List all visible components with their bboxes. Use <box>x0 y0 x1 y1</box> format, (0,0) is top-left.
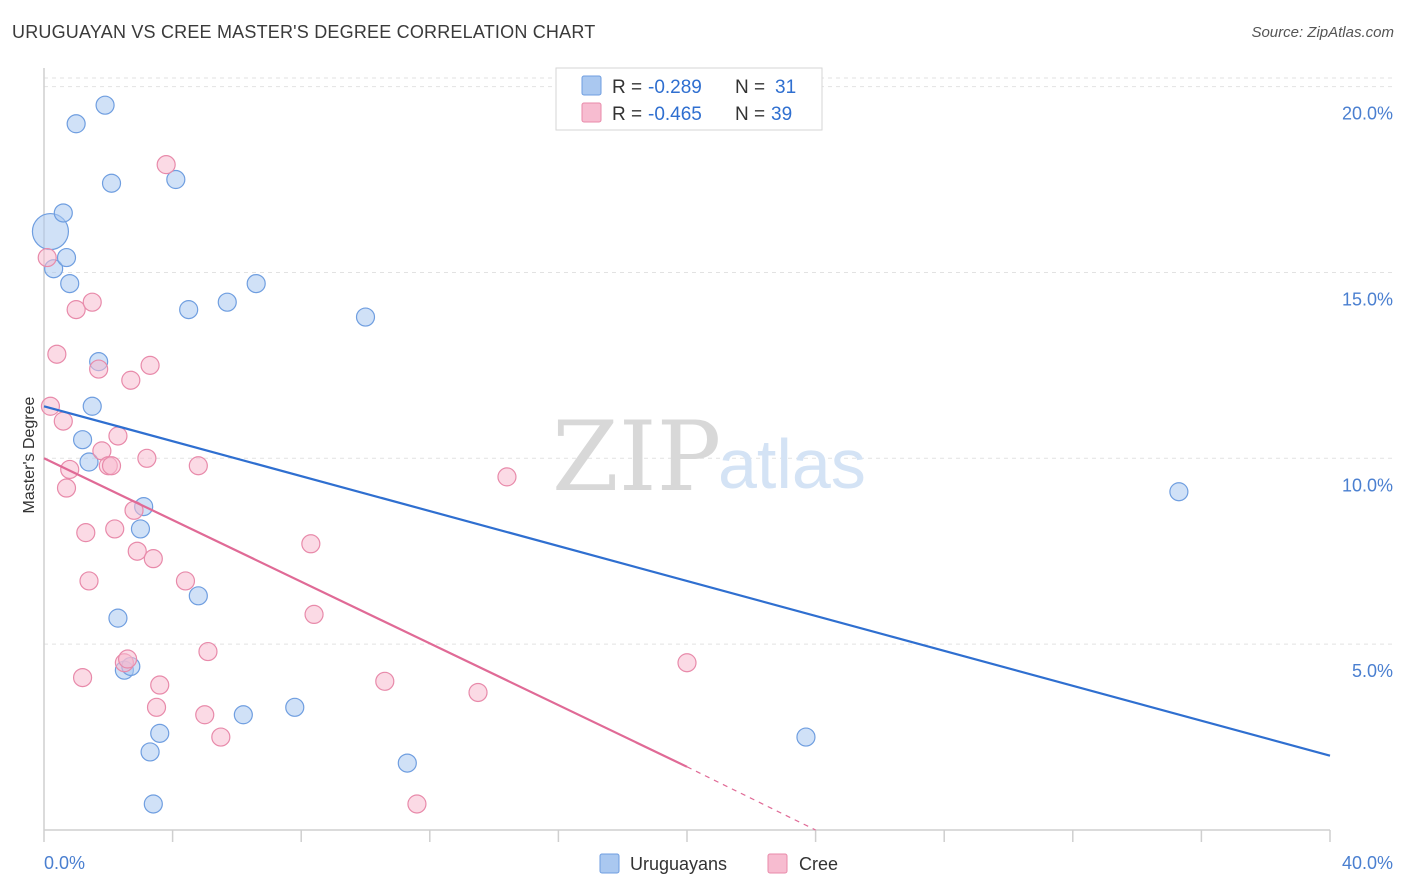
chart-source: Source: ZipAtlas.com <box>1251 24 1394 41</box>
cree-point <box>175 571 196 591</box>
uruguayans-point <box>188 586 208 606</box>
cree-point <box>143 549 163 569</box>
series-legend-swatch-uruguayans <box>599 853 620 874</box>
cree-point <box>304 604 324 625</box>
uruguayans-point <box>179 300 199 320</box>
cree-point <box>375 671 395 691</box>
uruguayans-point <box>355 307 376 327</box>
cree-point <box>53 411 73 431</box>
cree-point <box>195 705 215 725</box>
legend-swatch-cree <box>581 102 602 123</box>
cree-point <box>121 370 141 390</box>
cree-point <box>108 426 128 446</box>
uruguayans-point <box>246 273 266 294</box>
watermark-atlas: atlas <box>718 425 866 503</box>
cree-point <box>301 534 321 554</box>
uruguayans-point <box>101 173 122 193</box>
x-tick-label-max: 40.0% <box>1342 853 1393 873</box>
uruguayans-point <box>72 430 93 450</box>
x-ticks <box>43 830 1331 842</box>
uruguayans-point <box>130 519 151 539</box>
series-legend-swatch-cree <box>767 853 788 874</box>
cree-point <box>140 355 160 375</box>
cree-point <box>89 359 109 379</box>
uruguayans-point <box>60 273 80 294</box>
cree-point <box>468 682 488 703</box>
cree-point <box>137 448 157 468</box>
uruguayans-point <box>233 705 253 725</box>
uruguayans-point <box>140 742 160 762</box>
cree-points <box>37 155 697 814</box>
cree-point <box>156 155 176 175</box>
cree-point <box>211 727 231 747</box>
y-ticks: 5.0% 10.0% 15.0% 20.0% <box>1342 104 1393 682</box>
series-legend-label-cree: Cree <box>799 854 838 874</box>
uruguayans-point <box>217 292 237 312</box>
cree-point <box>40 396 61 416</box>
cree-point <box>127 541 147 561</box>
y-tick-label: 10.0% <box>1342 475 1393 495</box>
cree-point <box>72 667 93 688</box>
legend-r-label-uruguayans: R = <box>612 77 642 98</box>
y-tick-label: 5.0% <box>1352 661 1393 681</box>
legend-r-value-uruguayans: -0.289 <box>648 77 702 98</box>
uruguayans-trend-line <box>43 405 1331 757</box>
cree-point <box>56 478 77 498</box>
uruguayans-point <box>53 203 73 223</box>
cree-point <box>677 653 697 673</box>
uruguayans-point <box>66 114 86 134</box>
uruguayans-point <box>150 723 170 743</box>
uruguayans-point <box>56 247 77 268</box>
uruguayans-point <box>108 608 128 628</box>
legend-n-label-uruguayans: N = <box>735 77 765 98</box>
cree-point <box>101 456 122 476</box>
uruguayans-point <box>95 95 115 115</box>
cree-point <box>47 344 67 364</box>
legend-n-label-cree: N = <box>735 104 765 125</box>
cree-trend-line <box>43 457 688 768</box>
series-legend-label-uruguayans: Uruguayans <box>630 854 727 874</box>
trend-lines <box>43 405 1331 831</box>
cree-point <box>117 649 138 669</box>
uruguayans-point <box>143 794 163 814</box>
legend-r-value-cree: -0.465 <box>648 104 702 125</box>
cree-point <box>105 519 125 539</box>
cree-point <box>66 300 86 320</box>
y-tick-label: 15.0% <box>1342 289 1393 309</box>
uruguayans-point <box>1169 482 1189 502</box>
watermark: ZIP atlas <box>552 401 866 513</box>
cree-point <box>79 571 99 591</box>
cree-point <box>146 697 167 717</box>
correlation-legend: R = -0.289 N = 31 R = -0.465 N = 39 <box>555 67 823 131</box>
uruguayans-point <box>397 753 417 773</box>
cree-point <box>188 456 208 476</box>
legend-n-value-uruguayans: 31 <box>775 77 796 98</box>
legend-r-label-cree: R = <box>612 104 642 125</box>
cree-point <box>37 247 57 268</box>
grid-lines <box>44 77 1393 645</box>
cree-point <box>76 523 96 543</box>
uruguayans-point <box>796 727 816 747</box>
cree-point <box>407 794 427 814</box>
uruguayans-point <box>79 452 99 472</box>
series-legend: Uruguayans Cree <box>599 853 838 874</box>
cree-point <box>497 467 517 487</box>
cree-point <box>198 641 218 662</box>
y-tick-label: 20.0% <box>1342 104 1393 124</box>
cree-point <box>82 292 102 312</box>
cree-point <box>150 675 170 695</box>
uruguayans-point <box>82 396 102 416</box>
chart-title: URUGUAYAN VS CREE MASTER'S DEGREE CORREL… <box>12 22 596 42</box>
y-axis-label: Master's Degree <box>21 396 38 513</box>
uruguayans-point <box>166 169 186 190</box>
legend-n-value-cree: 39 <box>771 104 792 125</box>
uruguayans-point <box>285 697 305 717</box>
cree-trend-extension <box>686 766 816 831</box>
x-tick-label-min: 0.0% <box>44 853 85 873</box>
legend-swatch-uruguayans <box>581 75 602 96</box>
watermark-zip: ZIP <box>552 401 721 513</box>
